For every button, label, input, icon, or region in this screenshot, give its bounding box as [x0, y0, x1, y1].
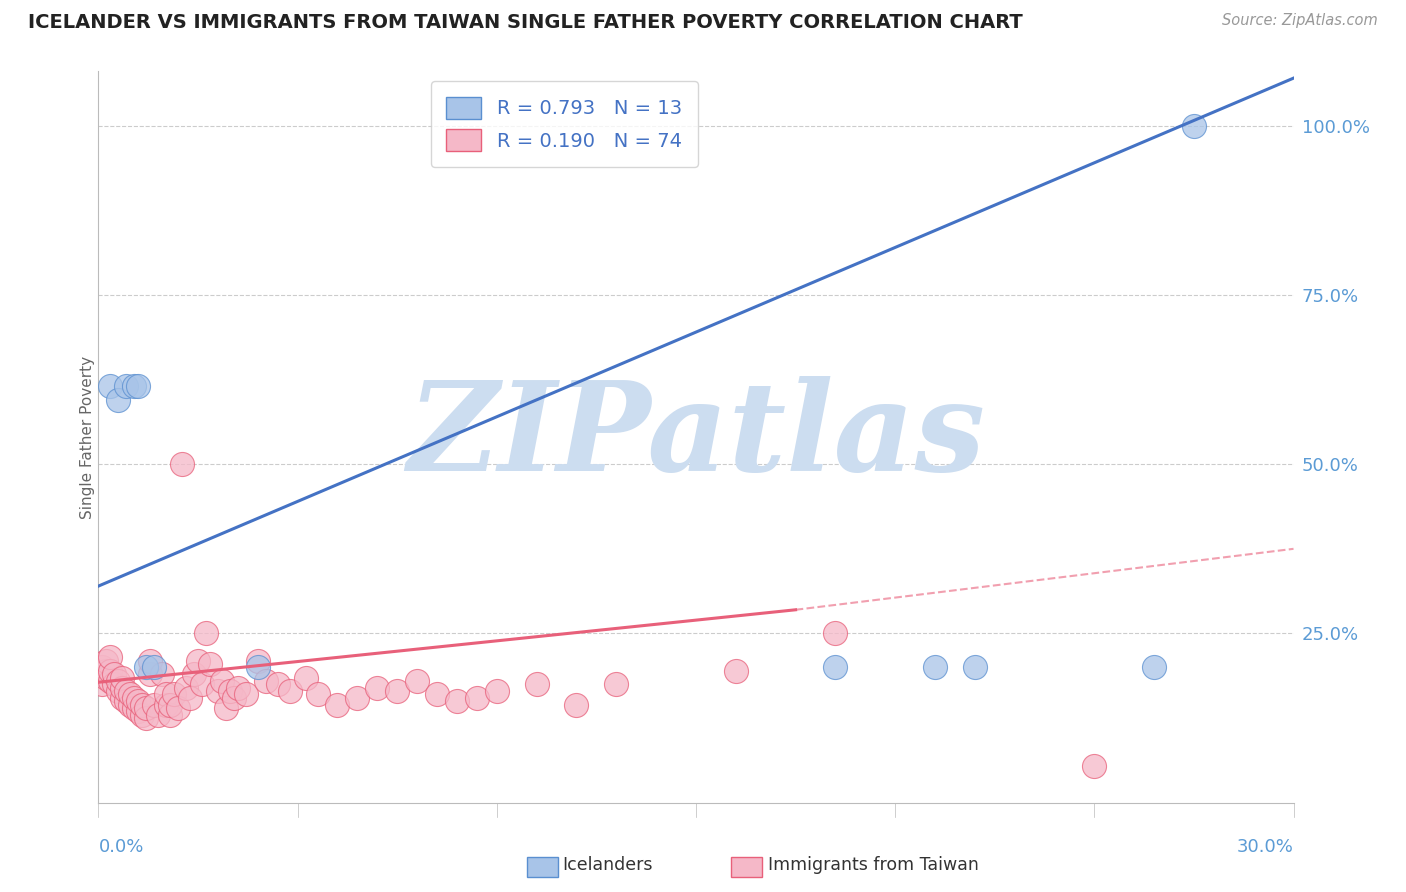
Point	[100, 379, 122, 393]
Point	[103, 667, 125, 681]
Point	[1083, 758, 1105, 772]
Point	[307, 688, 329, 702]
Point	[724, 664, 747, 678]
Point	[107, 684, 129, 698]
Point	[267, 677, 290, 691]
Point	[155, 698, 177, 712]
Point	[172, 457, 194, 471]
Point	[131, 698, 153, 712]
Point	[159, 698, 181, 712]
Point	[111, 681, 134, 695]
Point	[246, 654, 269, 668]
Point	[278, 684, 301, 698]
Point	[139, 667, 162, 681]
Legend: R = 0.793   N = 13, R = 0.190   N = 74: R = 0.793 N = 13, R = 0.190 N = 74	[430, 81, 697, 167]
Point	[254, 673, 277, 688]
Point	[124, 379, 146, 393]
Point	[605, 677, 627, 691]
Point	[326, 698, 349, 712]
Point	[100, 650, 122, 665]
Point	[139, 654, 162, 668]
Point	[135, 701, 157, 715]
Point	[824, 660, 846, 674]
Point	[526, 677, 548, 691]
Point	[148, 707, 170, 722]
Point	[107, 673, 129, 688]
Point	[107, 392, 129, 407]
Point	[1143, 660, 1166, 674]
Point	[226, 681, 249, 695]
Point	[215, 701, 238, 715]
Point	[91, 660, 114, 674]
Point	[115, 379, 138, 393]
Point	[195, 626, 218, 640]
Text: 0.0%: 0.0%	[98, 838, 143, 856]
Text: Source: ZipAtlas.com: Source: ZipAtlas.com	[1222, 13, 1378, 29]
Y-axis label: Single Father Poverty: Single Father Poverty	[80, 356, 94, 518]
Point	[159, 707, 181, 722]
Point	[127, 379, 149, 393]
Point	[96, 671, 118, 685]
Point	[124, 701, 146, 715]
Point	[127, 694, 149, 708]
Point	[111, 671, 134, 685]
Point	[163, 688, 186, 702]
Point	[187, 654, 209, 668]
Point	[294, 671, 316, 685]
Point	[124, 690, 146, 705]
Point	[235, 688, 257, 702]
Point	[222, 690, 245, 705]
Point	[824, 626, 846, 640]
Point	[96, 664, 118, 678]
Point	[246, 660, 269, 674]
Point	[135, 660, 157, 674]
Point	[120, 698, 142, 712]
Point	[155, 688, 177, 702]
Point	[179, 690, 201, 705]
Point	[143, 698, 166, 712]
Point	[346, 690, 368, 705]
Point	[91, 677, 114, 691]
Point	[198, 657, 221, 671]
Point	[385, 684, 409, 698]
Point	[120, 688, 142, 702]
Text: Immigrants from Taiwan: Immigrants from Taiwan	[768, 856, 979, 874]
Text: ZIPatlas: ZIPatlas	[406, 376, 986, 498]
Point	[426, 688, 449, 702]
Point	[150, 667, 173, 681]
Text: Icelanders: Icelanders	[562, 856, 652, 874]
Point	[465, 690, 488, 705]
Point	[366, 681, 388, 695]
Text: ICELANDER VS IMMIGRANTS FROM TAIWAN SINGLE FATHER POVERTY CORRELATION CHART: ICELANDER VS IMMIGRANTS FROM TAIWAN SING…	[28, 13, 1024, 32]
Point	[207, 684, 229, 698]
Point	[111, 690, 134, 705]
Point	[963, 660, 986, 674]
Point	[1182, 119, 1205, 133]
Point	[100, 664, 122, 678]
Point	[115, 684, 138, 698]
Point	[96, 654, 118, 668]
Point	[174, 681, 197, 695]
Point	[100, 673, 122, 688]
Point	[485, 684, 508, 698]
Point	[406, 673, 429, 688]
Point	[115, 694, 138, 708]
Point	[167, 701, 190, 715]
Point	[135, 711, 157, 725]
Text: 30.0%: 30.0%	[1237, 838, 1294, 856]
Point	[211, 673, 233, 688]
Point	[143, 660, 166, 674]
Point	[127, 705, 149, 719]
Point	[446, 694, 468, 708]
Point	[103, 677, 125, 691]
Point	[924, 660, 946, 674]
Point	[183, 667, 205, 681]
Point	[131, 707, 153, 722]
Point	[219, 684, 242, 698]
Point	[191, 677, 214, 691]
Point	[565, 698, 588, 712]
